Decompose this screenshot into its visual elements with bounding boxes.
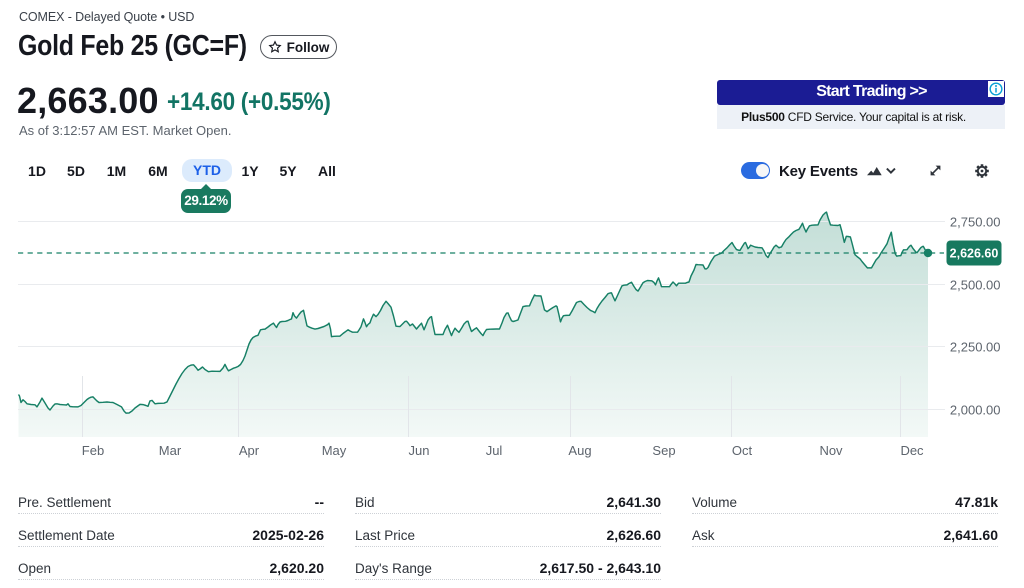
svg-text:Nov: Nov bbox=[819, 443, 843, 458]
svg-text:Jul: Jul bbox=[486, 443, 503, 458]
svg-text:2,750.00: 2,750.00 bbox=[950, 215, 1001, 230]
svg-text:Dec: Dec bbox=[900, 443, 924, 458]
svg-text:Mar: Mar bbox=[159, 443, 182, 458]
svg-text:2,500.00: 2,500.00 bbox=[950, 278, 1001, 293]
svg-text:Apr: Apr bbox=[239, 443, 260, 458]
svg-text:Oct: Oct bbox=[732, 443, 753, 458]
svg-text:Aug: Aug bbox=[568, 443, 591, 458]
svg-text:Jun: Jun bbox=[409, 443, 430, 458]
svg-text:May: May bbox=[322, 443, 347, 458]
svg-text:Feb: Feb bbox=[82, 443, 104, 458]
svg-text:2,000.00: 2,000.00 bbox=[950, 403, 1001, 418]
svg-text:2,250.00: 2,250.00 bbox=[950, 340, 1001, 355]
svg-text:Sep: Sep bbox=[652, 443, 675, 458]
svg-text:2,626.60: 2,626.60 bbox=[950, 247, 999, 261]
